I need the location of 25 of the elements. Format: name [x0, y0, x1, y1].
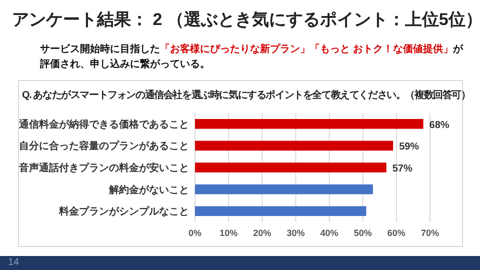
x-tick-label: 70% [420, 228, 440, 238]
data-label: 68% [429, 120, 450, 131]
x-tick-label: 60% [387, 228, 406, 238]
x-tick-label: 20% [253, 228, 272, 238]
bar [195, 184, 373, 194]
y-tick-label: 料金プランがシンプルなこと [58, 206, 189, 218]
bar [195, 162, 386, 172]
y-tick-label: 通信料金が納得できる価格であること [18, 118, 189, 130]
y-tick-label: 音声通話付きプランの料金が安いこと [18, 162, 189, 174]
data-label: 59% [399, 142, 420, 153]
chart-title: アンケート結果： 2 （選ぶとき気にするポイント：上位5位） [12, 9, 480, 31]
x-tick-label: 10% [220, 228, 238, 238]
x-tick-label: 0% [188, 228, 202, 238]
bar [195, 206, 366, 216]
y-tick-label: 解約金がないこと [108, 184, 189, 196]
bar [195, 140, 394, 151]
text: 14 [8, 257, 20, 268]
x-tick-label: 30% [286, 228, 305, 238]
x-tick-label: 40% [320, 228, 338, 238]
y-tick-label: 自分に合った容量のプランがあること [19, 140, 189, 152]
text: Q. あなたがスマートフォンの通信会社を選ぶ時に気にするポイントを全て教えてください。（複数回答可） [22, 88, 470, 102]
bar [195, 118, 424, 129]
x-tick-label: 50% [354, 228, 372, 238]
data-label: 57% [392, 164, 412, 174]
text: サービス開始時に目指した「お客様にぴったりな新プラン」「もっと おトク！な価値提供」が評価され、申し込みに繋がっている。 [40, 44, 463, 70]
